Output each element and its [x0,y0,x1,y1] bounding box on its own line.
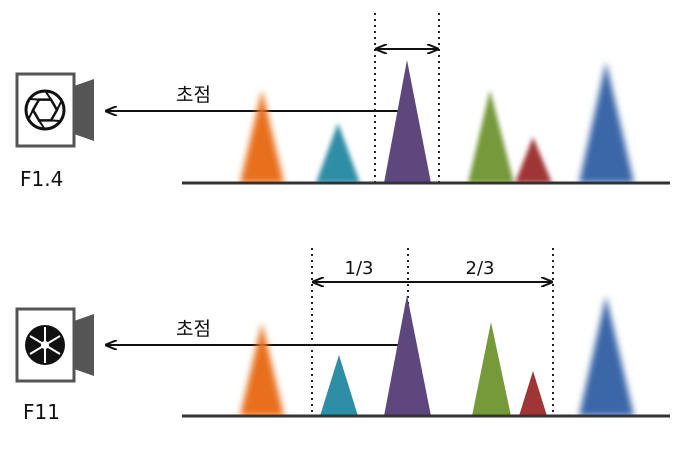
object-teal-blurred [316,123,360,183]
object-orange-blurred [240,323,284,416]
object-green-blurred [468,90,514,183]
panel-f14: F1.4 초점 [15,13,670,191]
focus-label: 초점 [176,318,211,340]
focus-label: 초점 [176,84,211,106]
dof-back-fraction: 2/3 [466,258,495,279]
panel-f11: F11 초점 1/3 2/3 [15,248,670,424]
object-orange-blurred [240,90,284,183]
object-blue-blurred [579,296,634,416]
object-purple-sharp [384,60,431,183]
aperture-label: F1.4 [20,167,63,191]
object-purple-sharp [384,295,431,416]
aperture-wide-icon [24,89,66,131]
object-green-sharp [472,322,511,416]
aperture-narrow-icon [25,325,65,365]
object-red-sharp [519,371,547,416]
aperture-label: F11 [23,400,60,424]
camera-icon [15,307,94,383]
object-blue-blurred [579,62,634,183]
object-teal-sharp [320,355,358,416]
object-red-blurred [515,137,552,183]
dof-front-fraction: 1/3 [345,258,374,279]
camera-icon [15,72,94,148]
